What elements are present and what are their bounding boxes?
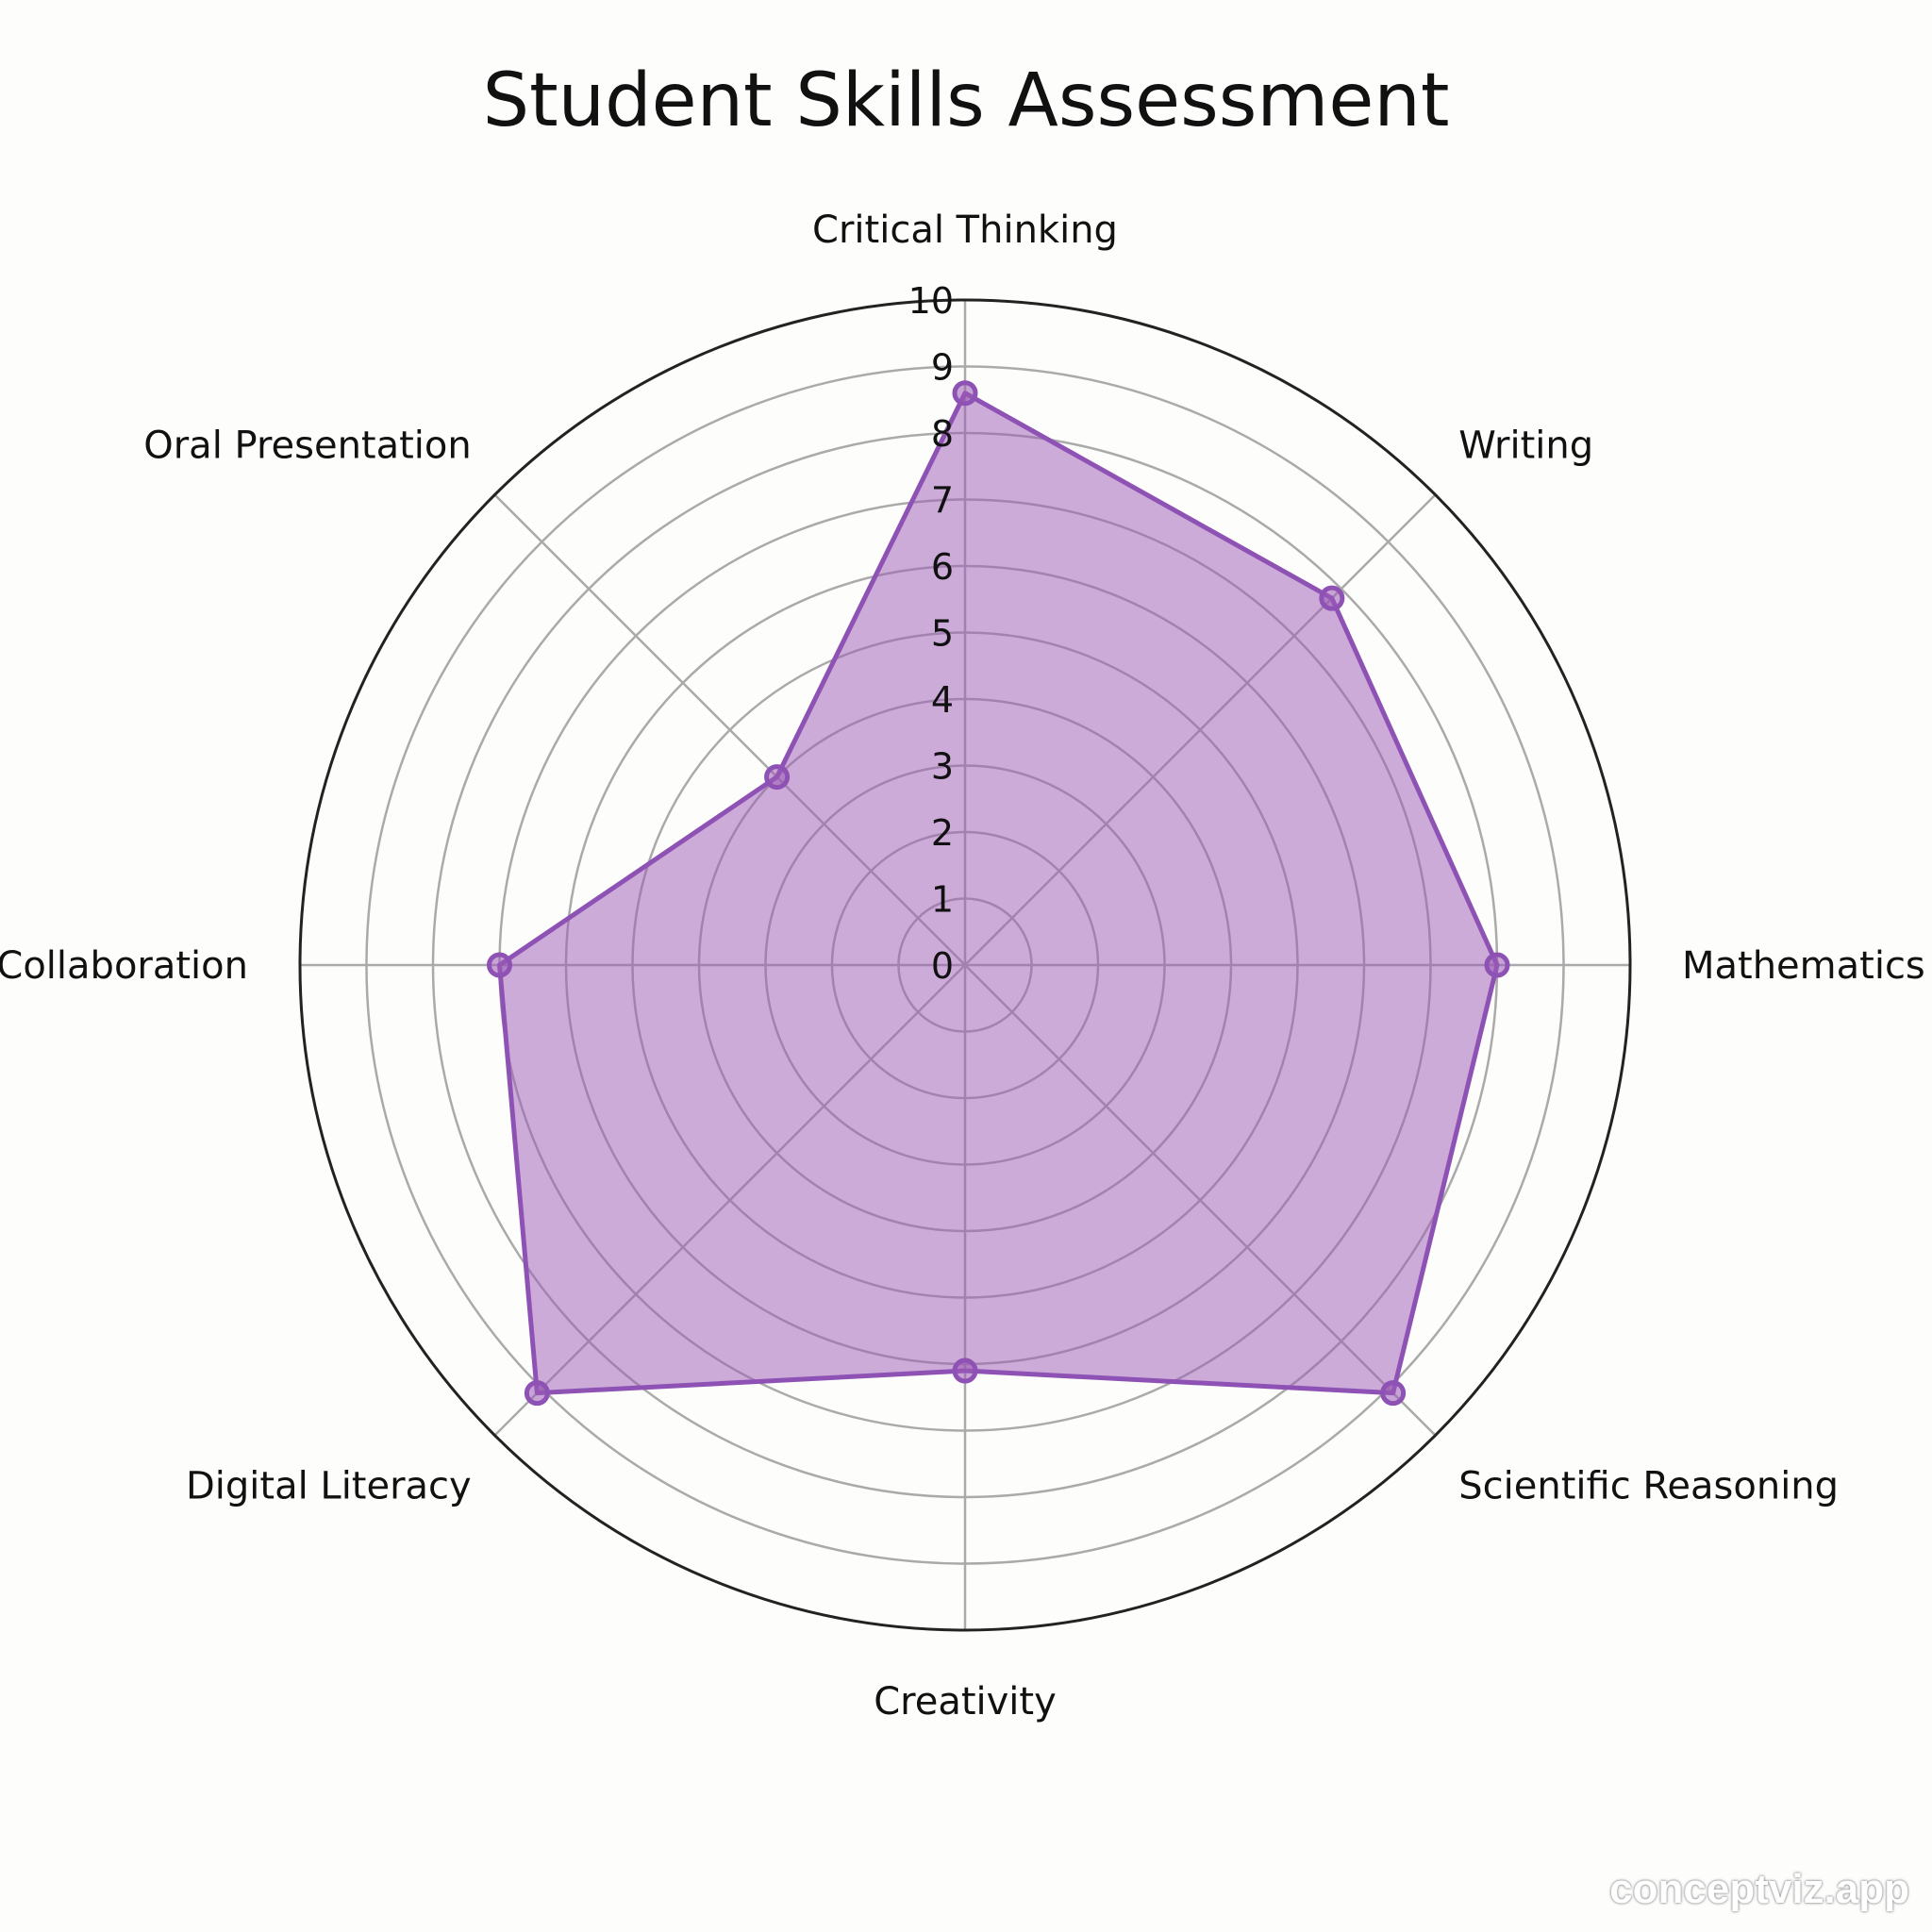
r-tick-label: 3: [931, 746, 954, 788]
watermark: conceptviz.app: [1609, 1866, 1909, 1912]
axis-label-creativity: Creativity: [874, 1680, 1057, 1724]
axis-label-collaboration: Collaboration: [0, 944, 248, 988]
data-area: [497, 391, 1500, 1396]
data-point-7: [764, 764, 791, 791]
axis-label-oral-presentation: Oral Presentation: [143, 424, 471, 467]
data-point-2: [1484, 952, 1510, 978]
data-point-3: [1380, 1380, 1407, 1407]
axis-label-scientific-reasoning: Scientific Reasoning: [1458, 1465, 1839, 1508]
r-tick-label: 2: [931, 812, 954, 854]
r-tick-label: 10: [908, 280, 954, 322]
r-tick-label: 9: [931, 347, 954, 389]
r-tick-label: 5: [931, 613, 954, 655]
axis-label-writing: Writing: [1458, 424, 1593, 467]
r-tick-label: 7: [931, 480, 954, 522]
data-point-1: [1319, 585, 1345, 611]
data-point-4: [952, 1357, 978, 1384]
r-tick-label: 8: [931, 413, 954, 455]
outer-ring: [298, 298, 1632, 1632]
data-point-6: [487, 952, 512, 978]
chart-title: Student Skills Assessment: [482, 58, 1450, 143]
axis-label-digital-literacy: Digital Literacy: [186, 1465, 472, 1508]
r-tick-label: 4: [931, 679, 954, 721]
r-tick-label: 0: [931, 945, 954, 987]
axis-label-mathematics: Mathematics: [1682, 944, 1925, 988]
data-point-5: [524, 1380, 550, 1407]
data-point-0: [952, 380, 978, 407]
r-tick-label: 1: [931, 879, 954, 921]
axis-label-critical-thinking: Critical Thinking: [812, 208, 1118, 252]
r-tick-label: 6: [931, 546, 954, 588]
